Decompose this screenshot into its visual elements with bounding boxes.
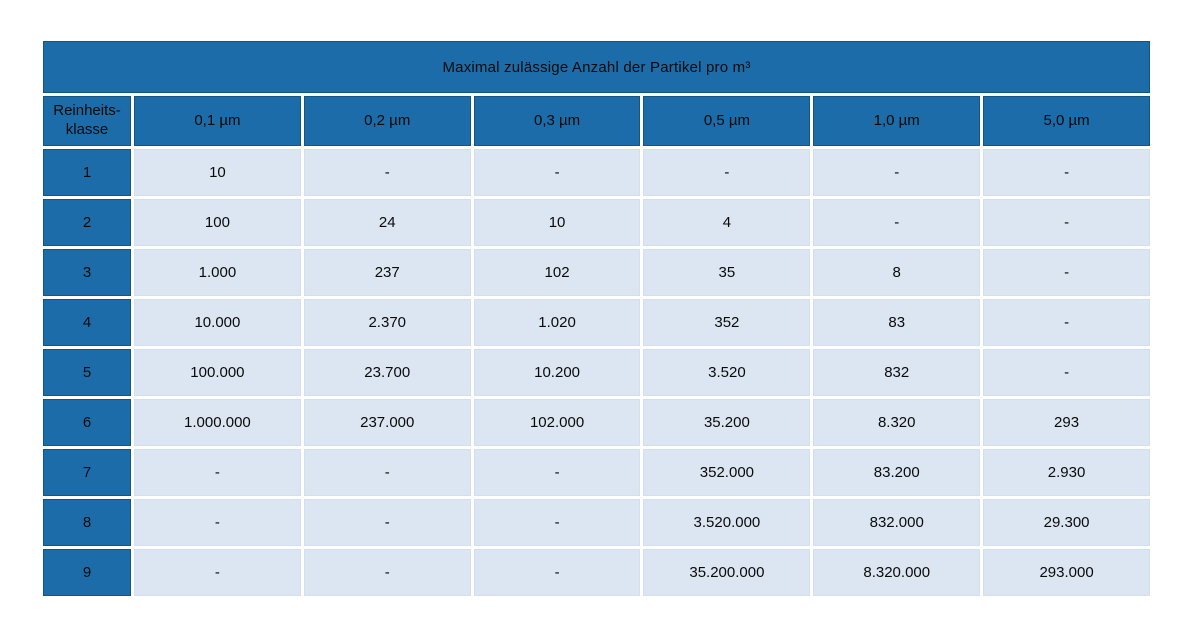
value-cell: -: [473, 499, 641, 546]
value-cell: 2.930: [983, 449, 1150, 496]
class-number-cell: 4: [43, 299, 131, 346]
value-cell: 83.200: [813, 449, 981, 496]
value-cell: 29.300: [983, 499, 1150, 546]
value-cell: -: [473, 449, 641, 496]
value-cell: 35.200: [643, 399, 811, 446]
value-cell: -: [983, 349, 1150, 396]
value-cell: -: [983, 299, 1150, 346]
value-cell: 24: [303, 199, 471, 246]
value-cell: 293.000: [983, 549, 1150, 596]
value-cell: -: [473, 549, 641, 596]
value-cell: -: [643, 149, 811, 196]
table-row: 8- - -3.520.000 832.000 29.300: [43, 499, 1150, 546]
column-header-row: Reinheits- klasse 0,1 µm 0,2 µm 0,3 µm 0…: [43, 96, 1150, 146]
value-cell: -: [303, 499, 471, 546]
value-cell: 100.000: [134, 349, 301, 396]
class-number-cell: 5: [43, 349, 131, 396]
row-header-line2: klasse: [65, 121, 109, 138]
title-row: Maximal zulässige Anzahl der Partikel pr…: [43, 41, 1150, 93]
value-cell: 3.520: [643, 349, 811, 396]
table-row: 6 1.000.000 237.000 102.000 35.200 8.320 293: [43, 399, 1150, 446]
value-cell: -: [134, 549, 301, 596]
value-cell: 832.000: [813, 499, 981, 546]
row-header-line1: Reinheits-: [53, 102, 121, 120]
value-cell: 4: [643, 199, 811, 246]
value-cell: 10: [473, 199, 641, 246]
value-cell: -: [303, 549, 471, 596]
table-body: 1 10- - - - -2 100 24 10 4- -3 1.000 237 102 35 8-4 10.0…: [43, 149, 1150, 596]
value-cell: 237.000: [303, 399, 471, 446]
row-header-label: Reinheits- klasse: [43, 96, 131, 146]
value-cell: -: [813, 149, 981, 196]
value-cell: 10: [134, 149, 301, 196]
table-title: Maximal zulässige Anzahl der Partikel pr…: [43, 41, 1150, 93]
class-number-cell: 2: [43, 199, 131, 246]
value-cell: 102.000: [473, 399, 641, 446]
column-header-0_2um: 0,2 µm: [303, 96, 471, 146]
value-cell: 35.200.000: [643, 549, 811, 596]
value-cell: 237: [303, 249, 471, 296]
table-row: 1 10- - - - -: [43, 149, 1150, 196]
value-cell: 10.200: [473, 349, 641, 396]
class-number-cell: 7: [43, 449, 131, 496]
class-number-cell: 3: [43, 249, 131, 296]
class-number-cell: 9: [43, 549, 131, 596]
column-header-0_1um: 0,1 µm: [134, 96, 301, 146]
value-cell: 3.520.000: [643, 499, 811, 546]
class-number-cell: 6: [43, 399, 131, 446]
column-header-0_5um: 0,5 µm: [643, 96, 811, 146]
table-row: 5 100.000 23.700 10.200 3.520 832-: [43, 349, 1150, 396]
table-row: 7- - -352.000 83.200 2.930: [43, 449, 1150, 496]
table-row: 2 100 24 10 4- -: [43, 199, 1150, 246]
value-cell: 83: [813, 299, 981, 346]
class-number-cell: 1: [43, 149, 131, 196]
value-cell: -: [983, 199, 1150, 246]
value-cell: -: [303, 449, 471, 496]
column-header-5_0um: 5,0 µm: [983, 96, 1150, 146]
value-cell: 352.000: [643, 449, 811, 496]
value-cell: -: [473, 149, 641, 196]
column-header-0_3um: 0,3 µm: [473, 96, 641, 146]
class-number-cell: 8: [43, 499, 131, 546]
value-cell: 352: [643, 299, 811, 346]
value-cell: 8.320: [813, 399, 981, 446]
value-cell: -: [983, 249, 1150, 296]
value-cell: 293: [983, 399, 1150, 446]
value-cell: 8.320.000: [813, 549, 981, 596]
value-cell: 10.000: [134, 299, 301, 346]
value-cell: -: [983, 149, 1150, 196]
value-cell: 2.370: [303, 299, 471, 346]
value-cell: -: [813, 199, 981, 246]
value-cell: 1.000: [134, 249, 301, 296]
table-row: 9- - -35.200.000 8.320.000 293.000: [43, 549, 1150, 596]
value-cell: -: [134, 499, 301, 546]
column-header-1_0um: 1,0 µm: [813, 96, 981, 146]
value-cell: 1.020: [473, 299, 641, 346]
value-cell: -: [134, 449, 301, 496]
value-cell: 8: [813, 249, 981, 296]
value-cell: 102: [473, 249, 641, 296]
value-cell: -: [303, 149, 471, 196]
value-cell: 35: [643, 249, 811, 296]
value-cell: 1.000.000: [134, 399, 301, 446]
table-row: 4 10.000 2.370 1.020 352 83-: [43, 299, 1150, 346]
table-row: 3 1.000 237 102 35 8-: [43, 249, 1150, 296]
particle-limits-table: Maximal zulässige Anzahl der Partikel pr…: [40, 38, 1153, 599]
value-cell: 23.700: [303, 349, 471, 396]
value-cell: 832: [813, 349, 981, 396]
value-cell: 100: [134, 199, 301, 246]
